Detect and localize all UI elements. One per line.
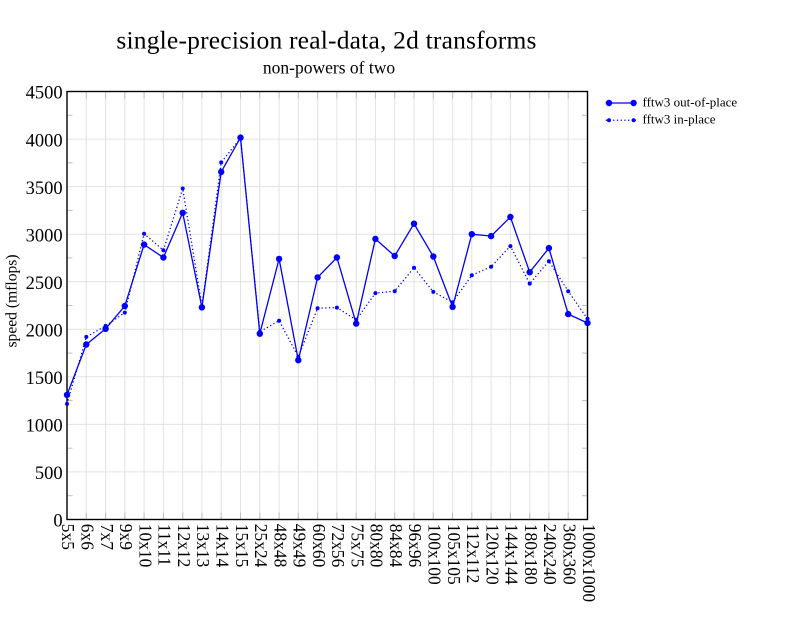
svg-text:11x11: 11x11	[155, 524, 175, 566]
svg-text:240x240: 240x240	[540, 524, 560, 585]
svg-text:2000: 2000	[26, 322, 63, 342]
svg-text:9x9: 9x9	[116, 524, 136, 550]
svg-text:10x10: 10x10	[135, 524, 155, 568]
svg-text:100x100: 100x100	[425, 524, 445, 585]
svg-text:500: 500	[35, 464, 63, 484]
svg-text:7x7: 7x7	[97, 524, 117, 550]
svg-text:12x12: 12x12	[174, 524, 194, 567]
svg-text:single-precision real-data, 2d: single-precision real-data, 2d transform…	[116, 26, 536, 55]
svg-text:80x80: 80x80	[367, 524, 387, 568]
svg-text:72x56: 72x56	[328, 524, 348, 568]
svg-text:2500: 2500	[26, 274, 63, 294]
svg-text:75x75: 75x75	[347, 524, 367, 568]
svg-text:13x13: 13x13	[193, 524, 213, 568]
svg-text:25x24: 25x24	[251, 524, 271, 568]
svg-text:112x112: 112x112	[463, 524, 483, 584]
svg-text:96x96: 96x96	[405, 524, 425, 568]
svg-text:non-powers of two: non-powers of two	[263, 58, 395, 78]
svg-text:4000: 4000	[26, 131, 63, 151]
svg-text:6x6: 6x6	[78, 524, 98, 550]
svg-text:3000: 3000	[26, 226, 63, 246]
svg-text:1000x1000: 1000x1000	[579, 524, 599, 603]
svg-text:48x48: 48x48	[270, 524, 290, 568]
svg-text:105x105: 105x105	[444, 524, 464, 585]
svg-text:0: 0	[53, 512, 62, 532]
svg-text:5x5: 5x5	[58, 524, 78, 550]
svg-text:speed (mflops): speed (mflops)	[4, 254, 21, 347]
svg-text:4500: 4500	[26, 84, 63, 104]
svg-text:14x14: 14x14	[213, 524, 233, 568]
svg-text:3500: 3500	[26, 179, 63, 199]
svg-text:1000: 1000	[26, 417, 63, 437]
svg-text:fftw3 in-place: fftw3 in-place	[643, 112, 716, 127]
svg-text:180x180: 180x180	[521, 524, 541, 585]
svg-text:60x60: 60x60	[309, 524, 329, 568]
svg-text:1500: 1500	[26, 369, 63, 389]
svg-text:15x15: 15x15	[232, 524, 252, 568]
svg-text:49x49: 49x49	[290, 524, 310, 567]
svg-text:120x120: 120x120	[482, 524, 502, 585]
svg-text:144x144: 144x144	[502, 524, 522, 585]
svg-text:fftw3 out-of-place: fftw3 out-of-place	[643, 95, 738, 110]
svg-text:360x360: 360x360	[560, 524, 580, 585]
svg-text:84x84: 84x84	[386, 524, 406, 568]
